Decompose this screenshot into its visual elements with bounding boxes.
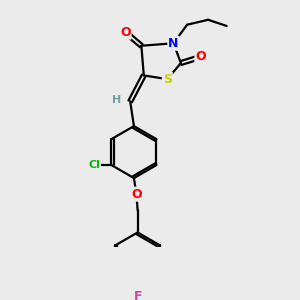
Text: N: N <box>168 37 179 50</box>
Text: O: O <box>195 50 206 63</box>
Text: O: O <box>131 188 142 201</box>
Text: Cl: Cl <box>88 160 100 170</box>
Text: H: H <box>112 95 121 105</box>
Text: O: O <box>120 26 130 39</box>
Text: S: S <box>163 73 172 85</box>
Text: F: F <box>134 290 142 300</box>
Text: H: H <box>112 95 121 105</box>
